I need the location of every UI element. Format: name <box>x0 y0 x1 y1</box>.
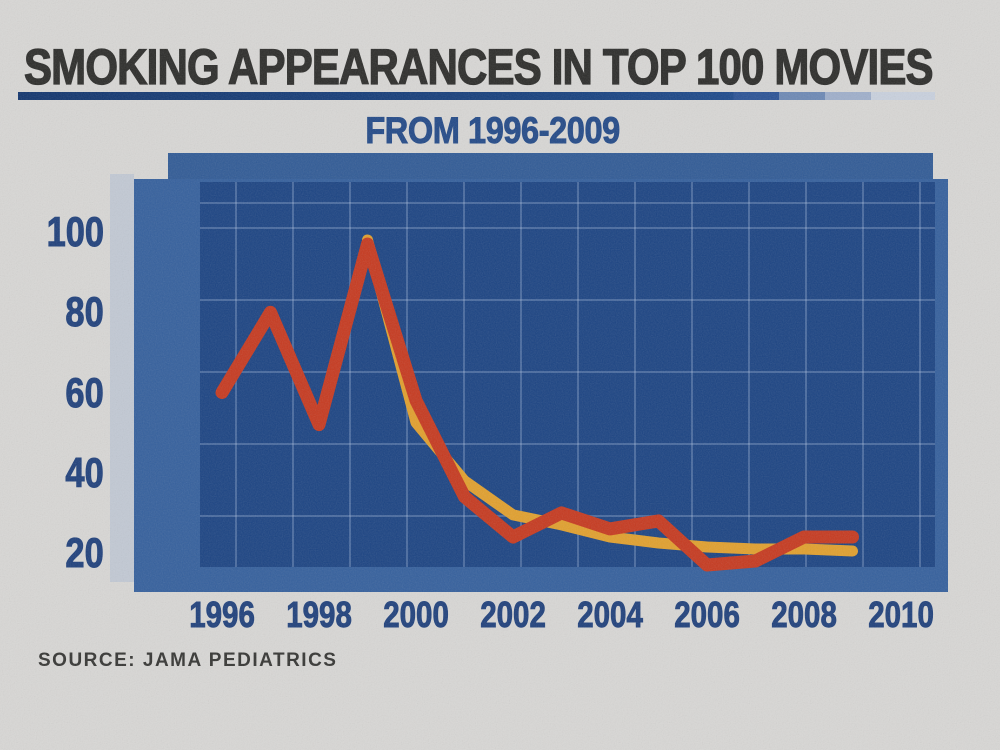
series-line-smoothed <box>362 234 858 557</box>
source-credit: SOURCE: JAMA PEDIATRICS <box>38 650 338 671</box>
